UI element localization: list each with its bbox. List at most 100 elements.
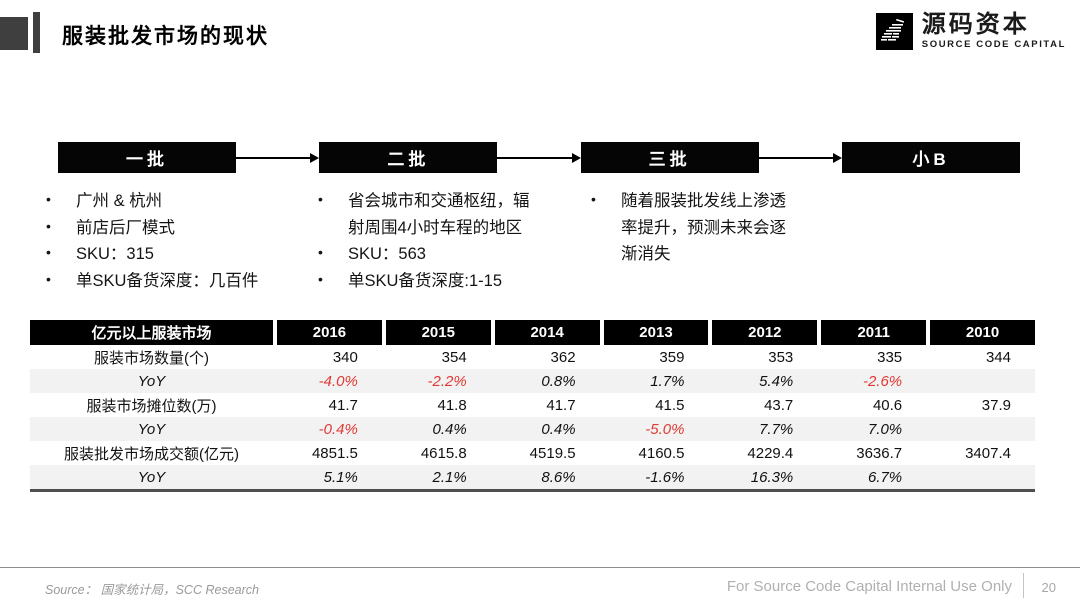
- footer-divider-line: [0, 567, 1080, 568]
- table-header-cell: 2010: [930, 320, 1035, 345]
- table-row-label: 服装市场摊位数(万): [86, 397, 217, 415]
- table-cell: 6.7%: [867, 468, 903, 486]
- flow-arrow-icon: [758, 152, 842, 164]
- table-cell: 340: [332, 348, 358, 366]
- table-cell: -2.2%: [427, 372, 467, 390]
- table-row-label: 服装批发市场成交额(亿元): [64, 445, 239, 463]
- distribution-flow: 一批 二批 三批 小B: [58, 142, 1020, 173]
- market-table: 亿元以上服装市场 2016 2015 2014 2013 2012 2011 2010 服装市场…: [30, 320, 1035, 492]
- footer-notice: For Source Code Capital Internal Use Onl…: [726, 578, 1012, 595]
- table-row: 服装市场摊位数(万) 41.7 41.8 41.7 41.5 43.7 40.6 37.9: [30, 393, 1035, 417]
- table-cell: 8.6%: [541, 468, 576, 486]
- arrow-head: [310, 152, 320, 163]
- bullet-dot-icon: •: [318, 271, 323, 288]
- table-row: 服装批发市场成交额(亿元) 4851.5 4615.8 4519.5 4160.5 422…: [30, 441, 1035, 465]
- table-cell: [930, 465, 1035, 489]
- table-cell: [930, 417, 1035, 441]
- bullet-dot-icon: •: [318, 191, 323, 207]
- stage-bullets-erpi: • 省会城市和交通枢纽，辐射周围4小时车程的地区 • SKU：563 • 单SKU备货深度…: [312, 188, 537, 295]
- flow-stage-box: 小B: [841, 142, 1020, 173]
- table-cell: 16.3%: [750, 468, 794, 486]
- table-cell: -4.0%: [318, 372, 358, 390]
- table-header-cell: 2013: [603, 320, 709, 345]
- table-cell: -2.6%: [862, 372, 903, 390]
- table-row: 服装市场数量(个) 340 354 362 359 353 335 344: [30, 345, 1035, 369]
- table-cell: 3407.4: [965, 444, 1011, 462]
- bullet-dot-icon: •: [46, 217, 51, 234]
- bullet-item: • 单SKU备货深度：几百件: [40, 268, 320, 295]
- table-header-cell: 2015: [385, 320, 491, 345]
- flow-stage-box: 三批: [580, 142, 759, 173]
- table-cell: 41.7: [546, 396, 576, 414]
- table-cell: 344: [985, 348, 1011, 366]
- table-cell: 1.7%: [650, 372, 685, 390]
- table-row: YoY -0.4% 0.4% 0.4% -5.0% 7.7% 7.0%: [30, 417, 1035, 441]
- footer-vertical-divider: [1023, 573, 1024, 598]
- table-header-cell: 2012: [712, 320, 818, 345]
- table-header-cell: 2016: [277, 320, 382, 345]
- table-cell: -1.6%: [645, 468, 685, 486]
- arrow-head: [571, 152, 581, 163]
- table-row-label: YoY: [137, 420, 166, 438]
- table-header-cell: 2014: [494, 320, 600, 345]
- table-cell: 37.9: [981, 396, 1011, 414]
- source-note: Source： 国家统计局，SCC Research: [45, 579, 259, 598]
- arrow-line: [236, 156, 313, 159]
- bullet-text: 广州 & 杭州: [76, 192, 163, 210]
- flow-arrow-icon: [497, 152, 581, 164]
- source-text: 国家统计局，SCC Research: [100, 583, 259, 597]
- table-cell: 353: [768, 348, 794, 366]
- table-cell: 335: [877, 348, 903, 366]
- company-logo: 源码资本 SOURCE CODE CAPITAL: [875, 11, 1066, 50]
- arrow-line: [497, 156, 574, 159]
- flow-stage-box: 一批: [58, 142, 236, 173]
- source-label: Source：: [45, 583, 98, 597]
- table-row-label: YoY: [137, 468, 166, 486]
- table-cell: 0.4%: [541, 420, 576, 438]
- table-cell: 359: [659, 348, 685, 366]
- table-header-row: 亿元以上服装市场 2016 2015 2014 2013 2012 2011 2010: [30, 320, 1035, 345]
- page-title: 服装批发市场的现状: [62, 25, 269, 48]
- bullet-item: • SKU：563: [312, 241, 537, 268]
- table-cell: 354: [441, 348, 467, 366]
- table-header-cell: 2011: [821, 320, 927, 345]
- flow-arrow-icon: [236, 152, 320, 164]
- table-cell: 5.4%: [759, 372, 794, 390]
- table-row-label: YoY: [137, 372, 166, 390]
- table-cell: 3636.7: [856, 444, 903, 462]
- bullet-text: 随着服装批发线上渗透率提升，预测未来会逐渐消失: [621, 192, 786, 264]
- table-cell: 0.8%: [541, 372, 576, 390]
- logo-name-cn: 源码资本: [921, 11, 1030, 38]
- table-cell: 5.1%: [323, 468, 358, 486]
- bullet-text: SKU：563: [348, 245, 426, 264]
- bullet-item: • 省会城市和交通枢纽，辐射周围4小时车程的地区: [312, 188, 537, 241]
- table-cell: -0.4%: [318, 420, 358, 438]
- table-header-title: 亿元以上服装市场: [30, 320, 273, 345]
- flow-stage-box: 二批: [319, 142, 498, 173]
- bullet-item: • SKU：315: [40, 241, 320, 268]
- table-row: YoY -4.0% -2.2% 0.8% 1.7% 5.4% -2.6%: [30, 369, 1035, 393]
- bullet-item: • 前店后厂模式: [40, 215, 320, 242]
- table-cell: [930, 369, 1035, 393]
- bullet-dot-icon: •: [46, 244, 51, 261]
- bullet-text: 前店后厂模式: [76, 218, 175, 237]
- table-cell: 41.8: [437, 396, 467, 414]
- table-cell: 4851.5: [311, 444, 358, 462]
- source-code-capital-logo-icon: [875, 12, 913, 50]
- bullet-dot-icon: •: [591, 191, 596, 207]
- table-cell: 4229.4: [747, 444, 794, 462]
- table-cell: 7.7%: [759, 420, 794, 438]
- bullet-text: 单SKU备货深度：几百件: [76, 272, 259, 291]
- bullet-dot-icon: •: [46, 271, 51, 288]
- bullet-dot-icon: •: [46, 191, 51, 207]
- bullet-item: • 单SKU备货深度:1-15: [312, 268, 537, 295]
- bullet-dot-icon: •: [318, 244, 323, 261]
- table-cell: -5.0%: [645, 420, 685, 438]
- table-cell: 41.7: [328, 396, 358, 414]
- table-cell: 2.1%: [432, 468, 467, 486]
- bullet-item: • 广州 & 杭州: [40, 188, 320, 215]
- table-cell: 40.6: [872, 396, 903, 414]
- arrow-line: [758, 156, 835, 159]
- page-number: 20: [1041, 580, 1056, 595]
